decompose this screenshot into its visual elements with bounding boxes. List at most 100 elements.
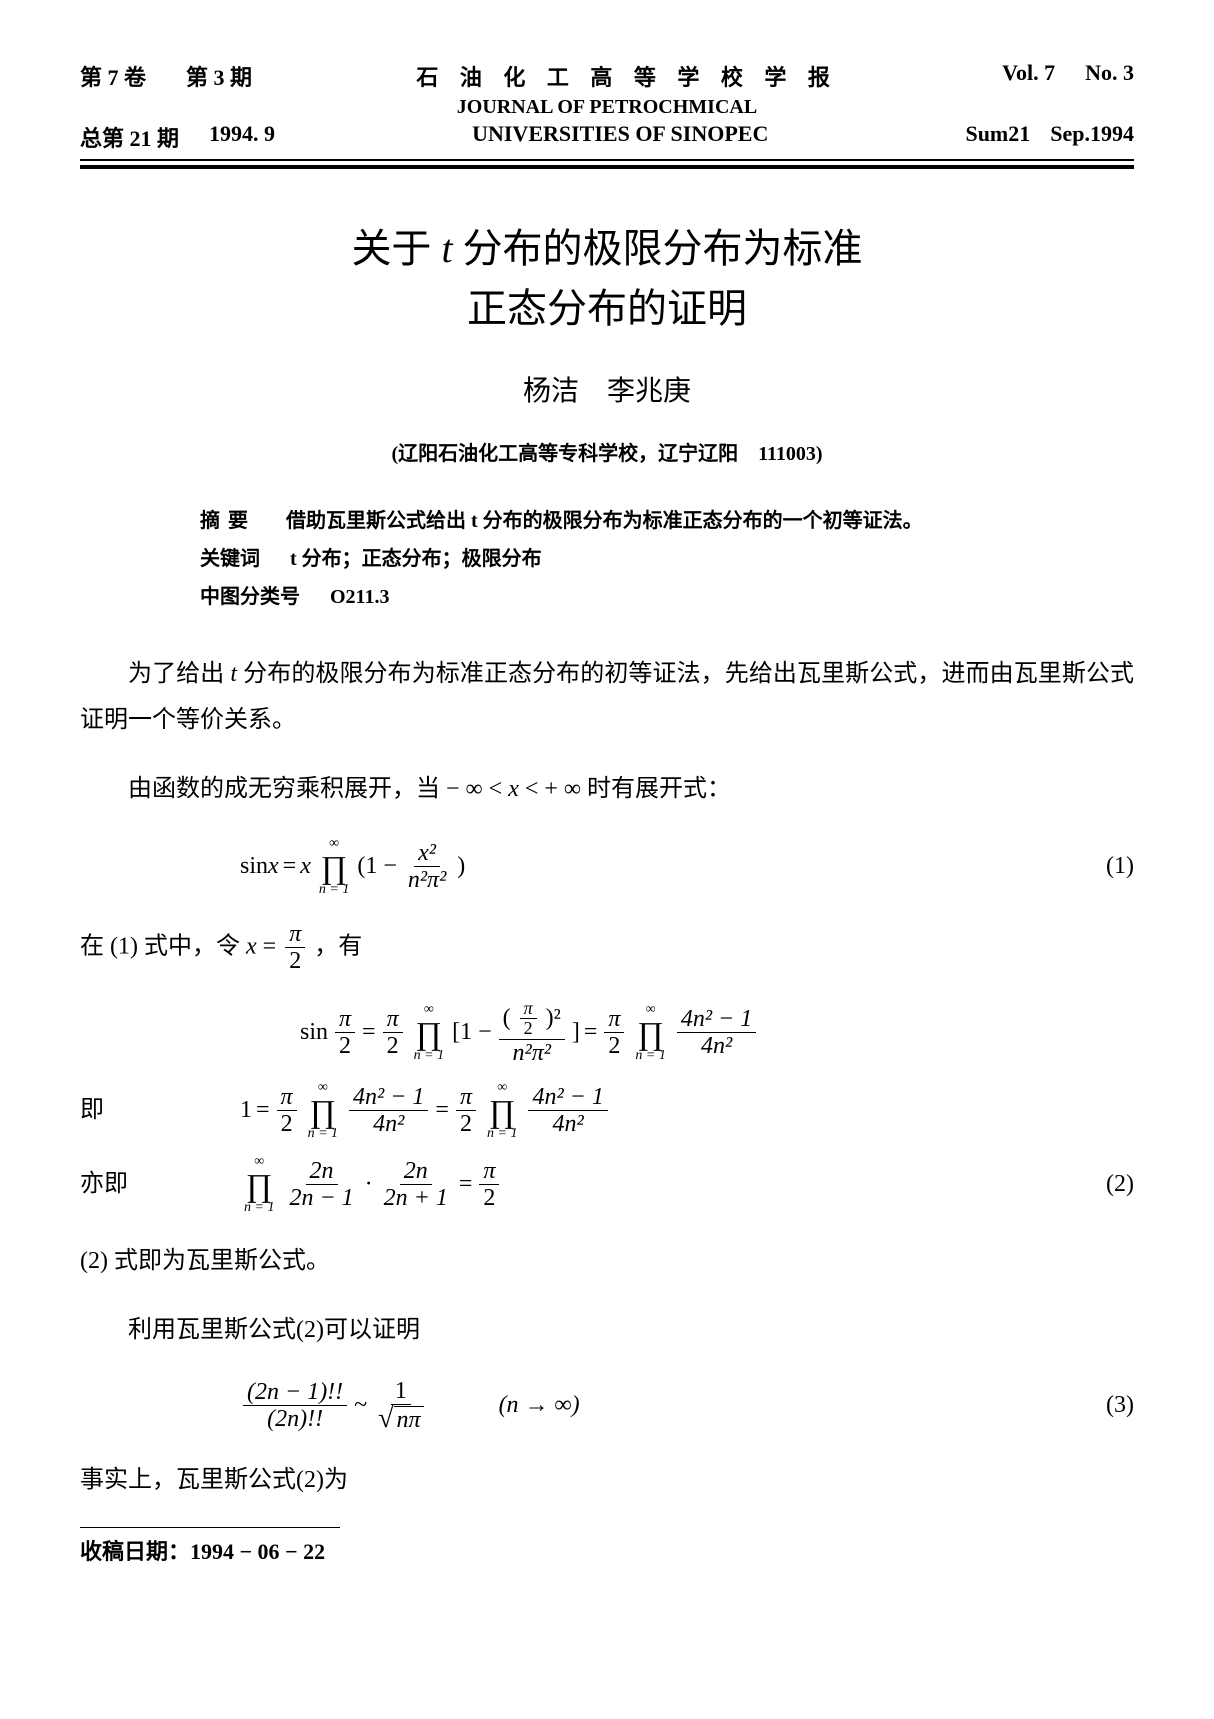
pi-over-2-d: π 2 — [604, 1006, 624, 1060]
received-date-line: 收稿日期：1994 − 06 − 22 — [80, 1534, 1134, 1566]
equation-3: (2n − 1)!! (2n)!! ~ 1 √nπ (n → ∞) (3) — [80, 1378, 1134, 1434]
date-en: Sep.1994 — [1050, 121, 1134, 153]
x: x — [300, 844, 311, 890]
received-date: 1994 − 06 − 22 — [190, 1539, 325, 1564]
sum-en: Sum21 — [965, 121, 1030, 153]
eq-sign: = — [435, 1088, 449, 1134]
paragraph-4: (2) 式即为瓦里斯公式。 — [80, 1239, 1134, 1285]
eq-sign: = — [459, 1162, 473, 1208]
eq-sign: = — [362, 1010, 376, 1056]
body-text: 为了给出 t 分布的极限分布为标准正态分布的初等证法，先给出瓦里斯公式，进而由瓦… — [80, 652, 1134, 1503]
total-issue-cn: 总第 21 期 — [80, 121, 179, 153]
product-symbol-6: ∞ ∏ n = 1 — [244, 1155, 274, 1215]
header-row-3: 总第 21 期 1994. 9 UNIVERSITIES OF SINOPEC … — [80, 121, 1134, 153]
abstract-block: 摘要 借助瓦里斯公式给出 t 分布的极限分布为标准正态分布的一个初等证法。 关键… — [200, 502, 1054, 616]
equation-sin-pi2: sin π 2 = π 2 ∞ ∏ n = 1 [1 − — [80, 999, 1134, 1067]
equation-ji: 即 1 = π 2 ∞ ∏ n = 1 4n² − 1 4n² = — [80, 1081, 1134, 1141]
fraction-4n2-b: 4n² − 1 4n² — [349, 1084, 428, 1138]
p2a: 由函数的成无穷乘积展开，当 − ∞ < — [128, 776, 508, 802]
pi-over-2-f: π 2 — [456, 1084, 476, 1138]
title-line1c: 分布的极限分布为标准 — [453, 226, 863, 271]
paragraph-3: 在 (1) 式中，令 x = π 2 ，有 — [80, 921, 1134, 975]
abstract-label: 摘要 — [200, 510, 256, 532]
pi-over-2-c: π 2 — [383, 1006, 403, 1060]
title-line2: 正态分布的证明 — [467, 286, 747, 331]
lead-yiji: 亦即 — [80, 1162, 180, 1208]
bracket-close: ] — [572, 1010, 580, 1056]
eq-number-1: (1) — [1074, 844, 1134, 890]
lead-ji: 即 — [80, 1088, 180, 1134]
journal-name-cn: 石 油 化 工 高 等 学 校 学 报 — [252, 60, 1002, 92]
paragraph-6: 事实上，瓦里斯公式(2)为 — [80, 1458, 1134, 1504]
equation-1: sinx = x ∞ ∏ n = 1 (1 − x² n²π² ) (1) — [80, 837, 1134, 897]
one: 1 — [240, 1088, 252, 1134]
p3b: x — [246, 933, 257, 959]
product-symbol: ∞ ∏ n = 1 — [319, 837, 349, 897]
fraction-2n-b: 2n 2n + 1 — [380, 1158, 452, 1212]
number-en: No. 3 — [1085, 60, 1134, 92]
close-paren: ) — [457, 844, 465, 890]
received-label: 收稿日期： — [80, 1539, 190, 1564]
title-line1a: 关于 — [351, 226, 441, 271]
eq-sign: = — [283, 844, 297, 890]
eq-number-3: (3) — [1074, 1383, 1134, 1429]
fraction-4n2-c: 4n² − 1 4n² — [528, 1084, 607, 1138]
p2c: < + ∞ 时有展开式： — [519, 776, 731, 802]
header-row-1: 第 7 卷 第 3 期 石 油 化 工 高 等 学 校 学 报 Vol. 7 N… — [80, 60, 1134, 92]
pi-over-2: π 2 — [285, 921, 305, 975]
product-symbol-3: ∞ ∏ n = 1 — [635, 1003, 665, 1063]
fraction-1-over-sqrt: 1 √nπ — [374, 1378, 427, 1434]
p3c: = — [257, 933, 283, 959]
product-symbol-4: ∞ ∏ n = 1 — [308, 1081, 338, 1141]
eq-number-2: (2) — [1074, 1162, 1134, 1208]
eq-sign: = — [584, 1010, 598, 1056]
p3d: ，有 — [314, 933, 362, 959]
dot: · — [365, 1162, 373, 1208]
article-title: 关于 t 分布的极限分布为标准 正态分布的证明 — [80, 219, 1134, 339]
fraction-double-fact: (2n − 1)!! (2n)!! — [243, 1379, 347, 1433]
pi-over-2-g: π 2 — [479, 1158, 499, 1212]
fraction-2n-a: 2n 2n − 1 — [285, 1158, 357, 1212]
p3a: 在 (1) 式中，令 — [80, 933, 246, 959]
sin: sin — [300, 1010, 328, 1056]
affiliation: (辽阳石油化工高等专科学校，辽宁辽阳 111003) — [80, 437, 1134, 466]
pi-over-2-b: π 2 — [335, 1006, 355, 1060]
product-symbol-5: ∞ ∏ n = 1 — [487, 1081, 517, 1141]
tilde: ~ — [354, 1383, 367, 1429]
pi-over-2-e: π 2 — [277, 1084, 297, 1138]
authors: 杨洁 李兆庚 — [80, 369, 1134, 409]
date-cn: 1994. 9 — [209, 121, 275, 153]
equation-2: 亦即 ∞ ∏ n = 1 2n 2n − 1 · 2n 2n + 1 = — [80, 1155, 1134, 1215]
fraction-pihalf2: ( π2 )² n²π² — [499, 999, 565, 1067]
eq-sign: = — [256, 1088, 270, 1134]
p2b: x — [508, 776, 519, 802]
volume-en: Vol. 7 — [1002, 60, 1055, 92]
abstract-text: 借助瓦里斯公式给出 t 分布的极限分布为标准正态分布的一个初等证法。 — [286, 510, 923, 532]
paragraph-5: 利用瓦里斯公式(2)可以证明 — [80, 1308, 1134, 1354]
keywords-label: 关键词 — [200, 548, 260, 570]
fraction-4n2: 4n² − 1 4n² — [677, 1006, 756, 1060]
fraction-x2-n2pi2: x² n²π² — [404, 840, 450, 894]
journal-name-en-2: UNIVERSITIES OF SINOPEC — [275, 121, 965, 153]
p1a: 为了给出 — [128, 661, 230, 687]
n-to-inf: (n → ∞) — [499, 1383, 580, 1429]
p1c: 分布的极限分布为标准正态分布的初等证法，先给出瓦里斯公式，进而由瓦里斯公式证明一… — [80, 661, 1134, 733]
open-paren: (1 − — [357, 844, 397, 890]
product-symbol-2: ∞ ∏ n = 1 — [414, 1003, 444, 1063]
page: 第 7 卷 第 3 期 石 油 化 工 高 等 学 校 学 报 Vol. 7 N… — [0, 0, 1214, 1606]
abstract-line: 摘要 借助瓦里斯公式给出 t 分布的极限分布为标准正态分布的一个初等证法。 — [200, 502, 1054, 540]
footer-rule — [80, 1527, 340, 1528]
journal-name-en-1: JOURNAL OF PETROCHMICAL — [80, 96, 1134, 119]
title-t-italic: t — [441, 226, 452, 271]
paragraph-2: 由函数的成无穷乘积展开，当 − ∞ < x < + ∞ 时有展开式： — [80, 767, 1134, 813]
header-rule — [80, 159, 1134, 169]
clc-line: 中图分类号 O211.3 — [200, 578, 1054, 616]
clc-text: O211.3 — [330, 586, 389, 608]
issue-cn: 第 3 期 — [186, 60, 252, 92]
paragraph-1: 为了给出 t 分布的极限分布为标准正态分布的初等证法，先给出瓦里斯公式，进而由瓦… — [80, 652, 1134, 743]
volume-cn: 第 7 卷 — [80, 60, 146, 92]
bracket-open: [1 − — [452, 1010, 492, 1056]
clc-label: 中图分类号 — [200, 586, 300, 608]
keywords-line: 关键词 t 分布；正态分布；极限分布 — [200, 540, 1054, 578]
sinx: sinx — [240, 844, 279, 890]
